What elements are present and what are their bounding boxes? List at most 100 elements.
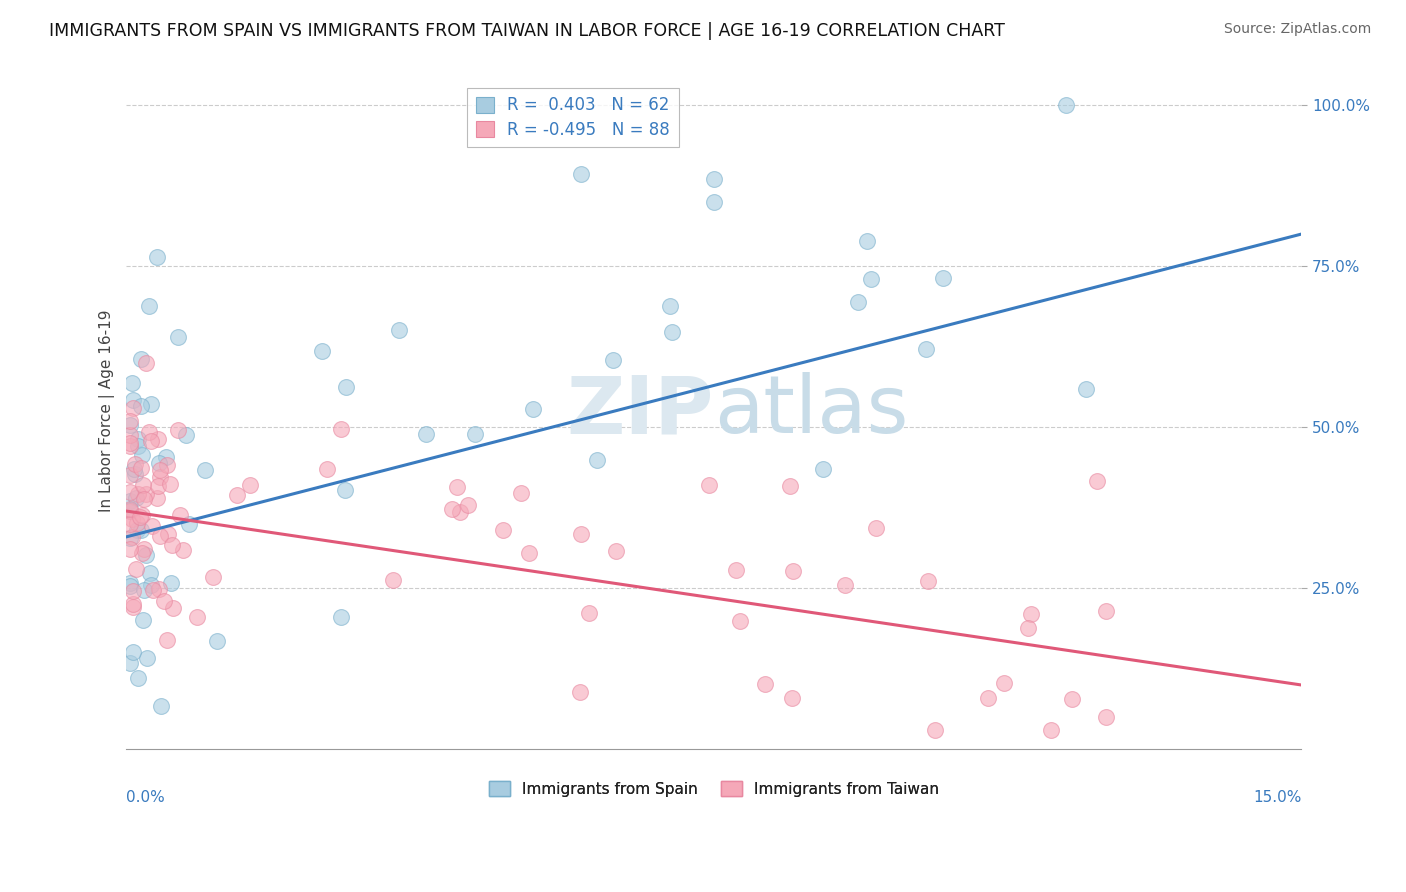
Point <box>122 584 145 599</box>
Point <box>149 698 172 713</box>
Point <box>924 723 946 738</box>
Point <box>120 576 142 591</box>
Point <box>703 194 725 209</box>
Point <box>149 463 172 477</box>
Point <box>186 609 208 624</box>
Point <box>146 491 169 505</box>
Point <box>135 548 157 562</box>
Point <box>120 503 142 517</box>
Point <box>917 574 939 588</box>
Point <box>977 690 1000 705</box>
Point <box>155 450 177 465</box>
Point <box>578 606 600 620</box>
Point <box>120 542 142 557</box>
Text: ZIP: ZIP <box>567 372 714 450</box>
Point <box>1094 710 1116 724</box>
Point <box>131 460 153 475</box>
Point <box>388 323 411 337</box>
Point <box>865 521 887 535</box>
Point <box>659 299 682 313</box>
Text: atlas: atlas <box>714 372 908 450</box>
Point <box>167 330 190 344</box>
Point <box>174 427 197 442</box>
Point <box>120 532 142 546</box>
Point <box>120 502 142 516</box>
Point <box>441 501 464 516</box>
Point <box>131 508 153 522</box>
Point <box>159 477 181 491</box>
Text: 0.0%: 0.0% <box>127 790 166 805</box>
Point <box>129 523 152 537</box>
Point <box>131 545 153 559</box>
Point <box>157 527 180 541</box>
Point <box>131 477 153 491</box>
Point <box>697 478 720 492</box>
Y-axis label: In Labor Force | Age 16-19: In Labor Force | Age 16-19 <box>100 310 115 513</box>
Point <box>149 529 172 543</box>
Point <box>813 462 835 476</box>
Point <box>162 600 184 615</box>
Point <box>1095 604 1118 618</box>
Point <box>120 435 142 450</box>
Point <box>782 690 804 705</box>
Point <box>127 432 149 446</box>
Text: Source: ZipAtlas.com: Source: ZipAtlas.com <box>1223 22 1371 37</box>
Point <box>121 393 143 408</box>
Point <box>125 491 148 506</box>
Point <box>569 684 592 698</box>
Point <box>121 512 143 526</box>
Point <box>125 516 148 530</box>
Point <box>122 462 145 476</box>
Point <box>779 479 801 493</box>
Point <box>142 583 165 598</box>
Point <box>146 250 169 264</box>
Point <box>121 376 143 390</box>
Point <box>120 493 142 508</box>
Point <box>129 399 152 413</box>
Point <box>120 414 142 428</box>
Point <box>120 485 142 500</box>
Point <box>661 325 683 339</box>
Point <box>139 397 162 411</box>
Point <box>330 422 353 436</box>
Point <box>510 486 533 500</box>
Point <box>782 564 804 578</box>
Point <box>124 457 146 471</box>
Point <box>134 491 156 506</box>
Point <box>856 234 879 248</box>
Point <box>156 632 179 647</box>
Point <box>120 579 142 593</box>
Point <box>1017 621 1039 635</box>
Point <box>586 453 609 467</box>
Text: IMMIGRANTS FROM SPAIN VS IMMIGRANTS FROM TAIWAN IN LABOR FORCE | AGE 16-19 CORRE: IMMIGRANTS FROM SPAIN VS IMMIGRANTS FROM… <box>49 22 1005 40</box>
Point <box>132 583 155 598</box>
Point <box>169 508 191 523</box>
Point <box>239 478 262 492</box>
Point <box>120 467 142 482</box>
Point <box>122 401 145 416</box>
Point <box>148 456 170 470</box>
Text: 15.0%: 15.0% <box>1253 790 1302 805</box>
Point <box>135 487 157 501</box>
Point <box>153 594 176 608</box>
Point <box>125 523 148 537</box>
Point <box>120 417 142 432</box>
Point <box>120 503 142 517</box>
Point <box>135 650 157 665</box>
Point <box>125 562 148 576</box>
Point <box>148 582 170 597</box>
Point <box>834 578 856 592</box>
Point <box>141 519 163 533</box>
Point <box>382 573 405 587</box>
Point <box>132 542 155 557</box>
Point <box>202 569 225 583</box>
Point <box>127 671 149 685</box>
Point <box>139 434 162 448</box>
Point <box>138 298 160 312</box>
Point <box>457 498 479 512</box>
Point <box>931 270 953 285</box>
Point <box>162 538 184 552</box>
Point <box>605 543 627 558</box>
Point <box>315 462 337 476</box>
Point <box>1040 723 1063 738</box>
